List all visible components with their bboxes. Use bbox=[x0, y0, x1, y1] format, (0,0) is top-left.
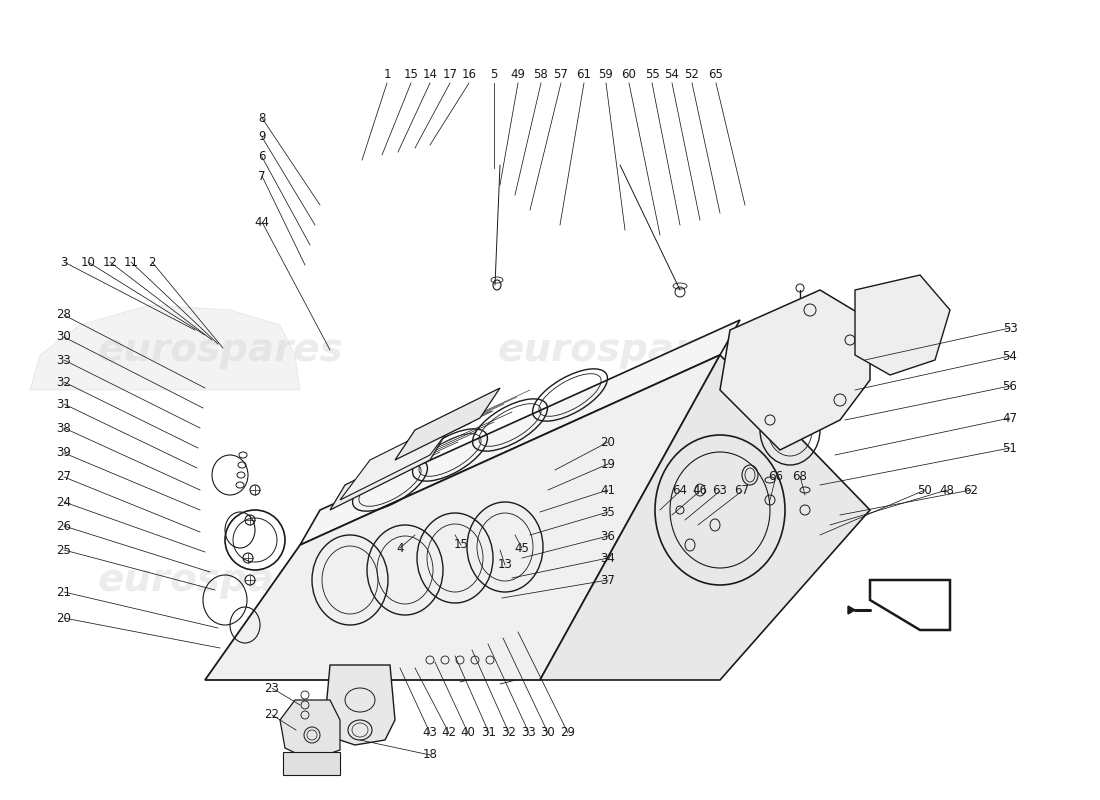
Text: 13: 13 bbox=[497, 558, 513, 571]
Text: 54: 54 bbox=[664, 69, 680, 82]
Text: 17: 17 bbox=[442, 69, 458, 82]
Text: 67: 67 bbox=[735, 485, 749, 498]
Text: 39: 39 bbox=[56, 446, 72, 459]
Text: 57: 57 bbox=[553, 69, 569, 82]
Text: 40: 40 bbox=[461, 726, 475, 739]
Text: 44: 44 bbox=[254, 215, 270, 229]
Text: 66: 66 bbox=[769, 470, 783, 482]
Text: 65: 65 bbox=[708, 69, 724, 82]
Text: eurospares: eurospares bbox=[497, 331, 742, 369]
Polygon shape bbox=[324, 665, 395, 745]
Text: 41: 41 bbox=[601, 483, 616, 497]
Text: 21: 21 bbox=[56, 586, 72, 598]
Polygon shape bbox=[720, 290, 870, 450]
Text: 15: 15 bbox=[453, 538, 469, 551]
Text: 11: 11 bbox=[123, 255, 139, 269]
Text: eurospares: eurospares bbox=[497, 561, 742, 599]
Polygon shape bbox=[855, 275, 950, 375]
Text: 18: 18 bbox=[422, 749, 438, 762]
Text: 27: 27 bbox=[56, 470, 72, 483]
Text: 38: 38 bbox=[56, 422, 72, 434]
Text: 24: 24 bbox=[56, 495, 72, 509]
Text: 23: 23 bbox=[265, 682, 279, 694]
Text: 3: 3 bbox=[60, 255, 68, 269]
Text: 33: 33 bbox=[521, 726, 537, 739]
Text: 35: 35 bbox=[601, 506, 615, 518]
Text: 25: 25 bbox=[56, 543, 72, 557]
Polygon shape bbox=[205, 355, 720, 680]
Text: eurospares: eurospares bbox=[97, 561, 343, 599]
Text: 30: 30 bbox=[56, 330, 72, 343]
Text: 10: 10 bbox=[80, 255, 96, 269]
Text: 63: 63 bbox=[713, 485, 727, 498]
Text: 26: 26 bbox=[56, 519, 72, 533]
Polygon shape bbox=[280, 700, 340, 760]
Text: 20: 20 bbox=[601, 435, 615, 449]
Text: 31: 31 bbox=[482, 726, 496, 739]
Polygon shape bbox=[540, 355, 870, 680]
Text: 32: 32 bbox=[56, 375, 72, 389]
Text: 5: 5 bbox=[491, 69, 497, 82]
Polygon shape bbox=[395, 388, 500, 460]
Text: 15: 15 bbox=[404, 69, 418, 82]
Text: 48: 48 bbox=[939, 483, 955, 497]
Text: 20: 20 bbox=[56, 611, 72, 625]
Text: 28: 28 bbox=[56, 309, 72, 322]
Text: 16: 16 bbox=[462, 69, 476, 82]
Text: 52: 52 bbox=[684, 69, 700, 82]
Text: 64: 64 bbox=[672, 485, 688, 498]
Text: 50: 50 bbox=[917, 483, 933, 497]
Text: 61: 61 bbox=[576, 69, 592, 82]
Text: 56: 56 bbox=[1002, 379, 1018, 393]
Text: 43: 43 bbox=[422, 726, 438, 739]
Text: 59: 59 bbox=[598, 69, 614, 82]
Text: eurospares: eurospares bbox=[97, 331, 343, 369]
Text: 33: 33 bbox=[56, 354, 72, 366]
Text: 53: 53 bbox=[1002, 322, 1018, 334]
Text: 46: 46 bbox=[693, 485, 707, 498]
Polygon shape bbox=[283, 752, 340, 775]
Text: 19: 19 bbox=[601, 458, 616, 470]
Text: 49: 49 bbox=[510, 69, 526, 82]
Text: 68: 68 bbox=[793, 470, 807, 482]
Text: 9: 9 bbox=[258, 130, 266, 143]
Text: 32: 32 bbox=[502, 726, 516, 739]
Text: 14: 14 bbox=[422, 69, 438, 82]
Text: 29: 29 bbox=[561, 726, 575, 739]
Text: 7: 7 bbox=[258, 170, 266, 182]
Text: 22: 22 bbox=[264, 709, 279, 722]
Text: 8: 8 bbox=[258, 111, 266, 125]
Text: 58: 58 bbox=[534, 69, 549, 82]
Text: 45: 45 bbox=[515, 542, 529, 554]
Polygon shape bbox=[300, 320, 740, 545]
Text: 1: 1 bbox=[383, 69, 390, 82]
Text: 54: 54 bbox=[1002, 350, 1018, 362]
Text: 4: 4 bbox=[396, 542, 404, 554]
Text: 62: 62 bbox=[964, 483, 979, 497]
Text: 12: 12 bbox=[102, 255, 118, 269]
Polygon shape bbox=[330, 435, 446, 510]
Text: 60: 60 bbox=[621, 69, 637, 82]
Text: 51: 51 bbox=[1002, 442, 1018, 454]
Polygon shape bbox=[30, 305, 300, 390]
Text: 47: 47 bbox=[1002, 411, 1018, 425]
Text: 34: 34 bbox=[601, 551, 615, 565]
Text: 42: 42 bbox=[441, 726, 456, 739]
Text: 6: 6 bbox=[258, 150, 266, 163]
Text: 2: 2 bbox=[148, 255, 156, 269]
Text: 31: 31 bbox=[56, 398, 72, 410]
Text: 37: 37 bbox=[601, 574, 615, 586]
Text: 55: 55 bbox=[645, 69, 659, 82]
Text: 36: 36 bbox=[601, 530, 615, 542]
Polygon shape bbox=[848, 606, 855, 614]
Polygon shape bbox=[340, 415, 460, 500]
Text: 30: 30 bbox=[540, 726, 556, 739]
